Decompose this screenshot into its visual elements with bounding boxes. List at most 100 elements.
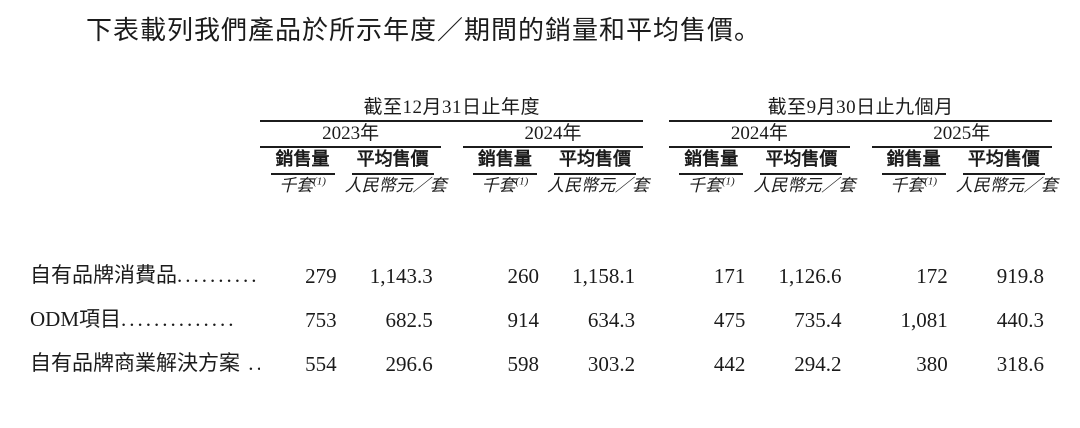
group-gap bbox=[643, 96, 669, 121]
header-average-price-label: 平均售價 bbox=[760, 148, 843, 175]
footnote-marker: (1) bbox=[313, 175, 326, 188]
unit-thousand-sets-label: 千套 bbox=[890, 176, 925, 195]
unit-rmb-per-set: 人民幣元／套 bbox=[546, 176, 649, 195]
cell-volume-2025-9m: 172 bbox=[916, 264, 948, 288]
header-sales-volume-label: 銷售量 bbox=[270, 148, 335, 175]
header-average-price: 平均售價 bbox=[345, 147, 441, 175]
col-gap bbox=[441, 147, 463, 175]
unit-rmb-per-set: 人民幣元／套 bbox=[344, 176, 447, 195]
unit-thousand-sets-label: 千套 bbox=[481, 176, 516, 195]
header-average-price-label: 平均售價 bbox=[554, 148, 637, 175]
empty-cell bbox=[30, 147, 260, 175]
header-sales-volume: 銷售量 bbox=[463, 147, 547, 175]
cell-volume-2023: 554 bbox=[305, 352, 337, 376]
col-gap bbox=[441, 121, 463, 147]
year-header-row: 2023年 2024年 2024年 2025年 bbox=[30, 121, 1052, 148]
row-label: 自有品牌消費品.......... bbox=[30, 245, 260, 289]
unit-row: 千套(1) 人民幣元／套 千套(1) 人民幣元／套 千套(1) 人民幣元／套 千… bbox=[30, 175, 1058, 197]
table-row-own-brand-consumer: 自有品牌消費品.......... 279 1,143.3 260 1,158.… bbox=[30, 245, 1052, 289]
table-row-odm-projects: ODM項目.............. 753 682.5 914 634.3 … bbox=[30, 289, 1052, 333]
group-gap bbox=[643, 289, 669, 333]
vertical-gap-row bbox=[30, 197, 1052, 245]
cell-price-2024-9m: 735.4 bbox=[794, 308, 842, 332]
cell-price-2024-9m: 1,126.6 bbox=[778, 264, 842, 288]
table-row-own-brand-commercial-solutions: 自有品牌商業解決方案 .... 554 296.6 598 303.2 442 … bbox=[30, 333, 1052, 377]
cell-volume-2024-9m: 442 bbox=[713, 352, 746, 376]
year-2024-9m: 2024年 bbox=[669, 121, 850, 148]
cell-price-2025-9m: 919.8 bbox=[996, 264, 1044, 288]
footnote-marker: (1) bbox=[721, 175, 735, 188]
cell-volume-2025-9m: 380 bbox=[916, 352, 948, 376]
period-group-row: 截至12月31日止年度 截至9月30日止九個月 bbox=[30, 96, 1052, 122]
cell-volume-2024-9m: 475 bbox=[713, 308, 746, 332]
cell-price-2025-9m: 440.3 bbox=[996, 308, 1044, 332]
row-label-text: 自有品牌商業解決方案 bbox=[30, 351, 240, 375]
header-sales-volume-label: 銷售量 bbox=[881, 148, 946, 175]
dot-leader: .......... bbox=[177, 263, 260, 287]
header-sales-volume: 銷售量 bbox=[669, 147, 753, 175]
header-sales-volume-label: 銷售量 bbox=[679, 148, 744, 175]
dot-leader: .............. bbox=[121, 307, 237, 331]
year-2024-fy: 2024年 bbox=[462, 121, 644, 148]
col-gap bbox=[441, 245, 463, 289]
col-gap bbox=[850, 333, 872, 377]
header-sales-volume: 銷售量 bbox=[260, 147, 344, 175]
header-sales-volume: 銷售量 bbox=[872, 147, 956, 175]
unit-rmb-per-set: 人民幣元／套 bbox=[955, 176, 1058, 195]
unit-thousand-sets-label: 千套 bbox=[687, 176, 722, 195]
header-average-price: 平均售價 bbox=[956, 147, 1052, 175]
header-average-price: 平均售價 bbox=[753, 147, 849, 175]
group-gap bbox=[643, 333, 669, 377]
row-label-text: ODM項目 bbox=[30, 307, 122, 331]
unit-thousand-sets: 千套(1) bbox=[463, 175, 547, 197]
group-gap bbox=[643, 245, 669, 289]
metric-header-row: 銷售量 平均售價 銷售量 平均售價 銷售量 平均售價 銷售量 平均售價 bbox=[30, 147, 1052, 175]
header-average-price-label: 平均售價 bbox=[351, 148, 434, 175]
unit-thousand-sets: 千套(1) bbox=[669, 175, 753, 197]
header-average-price-label: 平均售價 bbox=[962, 148, 1045, 175]
unit-thousand-sets-label: 千套 bbox=[279, 176, 314, 195]
col-gap bbox=[441, 333, 463, 377]
cell-price-2024fy: 634.3 bbox=[587, 308, 636, 332]
col-gap bbox=[850, 147, 872, 175]
col-gap bbox=[441, 289, 463, 333]
intro-text: 下表載列我們產品於所示年度／期間的銷量和平均售價。 bbox=[86, 16, 762, 45]
footnote-marker: (1) bbox=[515, 175, 529, 188]
unit-thousand-sets: 千套(1) bbox=[872, 175, 956, 197]
col-gap bbox=[850, 245, 872, 289]
cell-volume-2025-9m: 1,081 bbox=[900, 308, 948, 332]
unit-thousand-sets: 千套(1) bbox=[260, 175, 344, 197]
row-label-text: 自有品牌消費品 bbox=[30, 263, 177, 287]
cell-price-2023: 296.6 bbox=[385, 352, 433, 376]
cell-volume-2024fy: 260 bbox=[507, 264, 539, 288]
cell-volume-2024fy: 598 bbox=[507, 352, 539, 376]
group-gap bbox=[643, 121, 669, 147]
cell-volume-2024fy: 914 bbox=[507, 308, 539, 332]
col-gap bbox=[850, 289, 872, 333]
period-group-nine-months-sep30: 截至9月30日止九個月 bbox=[669, 96, 1052, 122]
cell-price-2025-9m: 318.6 bbox=[996, 352, 1044, 376]
sales-and-asp-table: 截至12月31日止年度 截至9月30日止九個月 2023年 2024年 2024… bbox=[30, 96, 1058, 377]
unit-rmb-per-set: 人民幣元／套 bbox=[753, 176, 856, 195]
cell-price-2024fy: 1,158.1 bbox=[572, 264, 636, 288]
header-sales-volume-label: 銷售量 bbox=[472, 148, 537, 175]
row-label: 自有品牌商業解決方案 .... bbox=[30, 333, 260, 377]
cell-price-2023: 682.5 bbox=[385, 308, 433, 332]
col-gap bbox=[850, 121, 872, 147]
cell-price-2024-9m: 294.2 bbox=[794, 352, 842, 376]
cell-price-2023: 1,143.3 bbox=[369, 264, 433, 288]
dot-leader: .... bbox=[248, 351, 260, 375]
vertical-gap bbox=[30, 197, 1052, 245]
period-group-year-ended-dec31: 截至12月31日止年度 bbox=[260, 96, 644, 122]
cell-volume-2024-9m: 171 bbox=[713, 264, 746, 288]
group-gap bbox=[643, 147, 669, 175]
year-2023: 2023年 bbox=[260, 121, 441, 148]
empty-cell bbox=[30, 96, 260, 121]
year-2025-9m: 2025年 bbox=[871, 121, 1052, 148]
cell-volume-2023: 753 bbox=[305, 308, 337, 332]
row-label: ODM項目.............. bbox=[30, 289, 260, 333]
footnote-marker: (1) bbox=[924, 175, 938, 188]
empty-cell bbox=[30, 175, 260, 197]
cell-volume-2023: 279 bbox=[305, 264, 337, 288]
